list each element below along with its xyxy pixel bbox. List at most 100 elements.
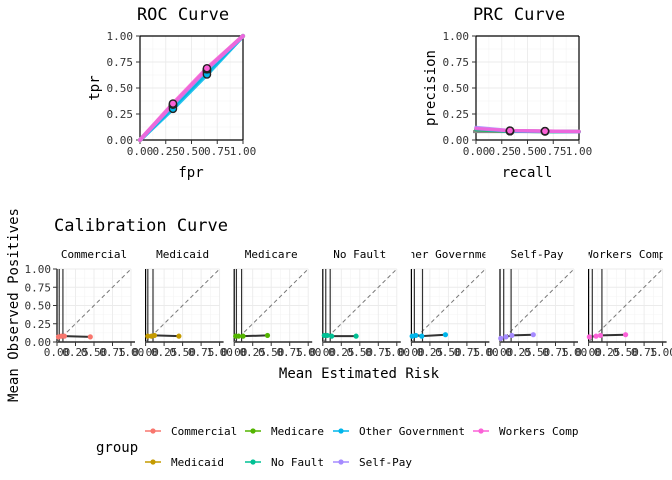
prc-point bbox=[540, 126, 550, 136]
calibration-point bbox=[151, 332, 158, 339]
y-tick-label: 1.00 bbox=[107, 30, 134, 43]
legend-item-medicare: Medicare bbox=[245, 425, 324, 438]
y-tick-label: 0.00 bbox=[25, 336, 52, 349]
calibration-point bbox=[623, 332, 629, 338]
roc-ylabel: tpr bbox=[87, 75, 103, 100]
strip-label: Medicare bbox=[245, 248, 298, 261]
y-tick-label: 1.00 bbox=[443, 30, 470, 43]
reference-diagonal bbox=[56, 268, 132, 343]
x-tick-label: 0.25 bbox=[505, 346, 532, 359]
x-tick-label: 1.00 bbox=[561, 346, 588, 359]
x-tick-label: 0.00 bbox=[132, 346, 159, 359]
legend-key-point bbox=[150, 428, 156, 434]
x-tick-label: 1.00 bbox=[295, 346, 322, 359]
x-tick-label: 0.00 bbox=[310, 346, 337, 359]
legend-label: Self-Pay bbox=[359, 456, 412, 469]
roc-title: ROC Curve bbox=[137, 5, 229, 25]
x-tick-label: 1.00 bbox=[384, 346, 411, 359]
calibration-facet-medicaid: Medicaid 0.000.250.500.751.00 bbox=[132, 248, 233, 359]
x-tick-label: 0.75 bbox=[276, 346, 303, 359]
x-tick-label: 0.00 bbox=[487, 346, 514, 359]
x-tick-label: 1.00 bbox=[566, 145, 593, 158]
x-tick-label: 0.00 bbox=[575, 346, 602, 359]
y-tick-label: 0.50 bbox=[25, 300, 52, 313]
x-tick-label: 0.50 bbox=[347, 346, 374, 359]
x-tick-label: 0.00 bbox=[221, 346, 248, 359]
calibration-point bbox=[61, 333, 67, 339]
x-tick-label: 0.50 bbox=[81, 346, 108, 359]
legend-key-point bbox=[338, 428, 344, 434]
roc-chart: ROC Curve fpr tpr 0.000.000.250.250.500.… bbox=[87, 5, 256, 181]
x-tick-label: 0.75 bbox=[204, 145, 231, 158]
x-tick-label: 0.25 bbox=[594, 346, 621, 359]
x-tick-label: 0.50 bbox=[524, 346, 551, 359]
calibration-point bbox=[503, 334, 509, 340]
x-tick-label: 0.25 bbox=[62, 346, 89, 359]
x-tick-label: 0.25 bbox=[489, 145, 516, 158]
legend-label: Medicare bbox=[271, 425, 324, 438]
y-tick-label: 0.00 bbox=[443, 134, 470, 147]
y-tick-label: 1.00 bbox=[25, 263, 52, 276]
legend-key-point bbox=[150, 459, 156, 465]
legend: group Commercial Medicaid Medicare No Fault… bbox=[96, 425, 578, 469]
calibration-point bbox=[442, 332, 449, 338]
legend-item-medicaid: Medicaid bbox=[145, 456, 224, 469]
prc-ylabel: precision bbox=[423, 50, 439, 126]
legend-label: Medicaid bbox=[171, 456, 224, 469]
x-tick-label: 1.00 bbox=[230, 145, 257, 158]
y-tick-label: 0.50 bbox=[107, 82, 134, 95]
calibration-point bbox=[240, 333, 246, 339]
calibration-point bbox=[509, 332, 515, 339]
x-tick-label: 0.75 bbox=[365, 346, 392, 359]
strip-label: No Fault bbox=[333, 248, 386, 261]
calibration-point bbox=[530, 332, 536, 338]
y-tick-label: 0.75 bbox=[443, 56, 470, 69]
x-tick-label: 0.75 bbox=[540, 145, 567, 158]
legend-label: Workers Comp bbox=[499, 425, 578, 438]
reference-diagonal bbox=[499, 268, 575, 343]
x-tick-label: 0.50 bbox=[178, 145, 205, 158]
y-tick-label: 0.50 bbox=[443, 82, 470, 95]
y-tick-label: 0.00 bbox=[107, 134, 134, 147]
x-tick-label: 0.75 bbox=[188, 346, 215, 359]
reference-diagonal bbox=[411, 268, 486, 343]
x-tick-label: 0.75 bbox=[99, 346, 126, 359]
x-tick-label: 0.00 bbox=[127, 145, 154, 158]
y-tick-label: 0.75 bbox=[107, 56, 134, 69]
calibration-facet-self-pay: Self-Pay 0.000.250.500.751.00 bbox=[487, 248, 588, 359]
legend-item-workers-comp: Workers Comp bbox=[473, 425, 578, 438]
x-tick-label: 0.00 bbox=[463, 145, 490, 158]
legend-item-self-pay: Self-Pay bbox=[333, 456, 412, 469]
strip-label: Self-Pay bbox=[511, 248, 564, 261]
x-tick-label: 0.75 bbox=[542, 346, 569, 359]
x-tick-label: 0.25 bbox=[239, 346, 266, 359]
x-tick-label: 0.00 bbox=[44, 346, 71, 359]
calibration-point bbox=[597, 332, 604, 339]
x-tick-label: 1.00 bbox=[118, 346, 145, 359]
x-tick-label: 0.50 bbox=[258, 346, 285, 359]
legend-key-point bbox=[338, 459, 344, 465]
roc-xlabel: fpr bbox=[178, 165, 203, 181]
legend-label: Commercial bbox=[171, 425, 237, 438]
calibration-title: Calibration Curve bbox=[54, 216, 228, 236]
reference-diagonal bbox=[322, 268, 398, 343]
calibration-xlabel: Mean Estimated Risk bbox=[279, 366, 440, 382]
calibration-point bbox=[419, 333, 425, 339]
prc-title: PRC Curve bbox=[473, 5, 565, 25]
x-tick-label: 0.25 bbox=[328, 346, 355, 359]
x-tick-label: 0.50 bbox=[435, 346, 462, 359]
x-tick-label: 0.75 bbox=[631, 346, 658, 359]
calibration-point bbox=[176, 333, 182, 339]
x-tick-label: 1.00 bbox=[472, 346, 499, 359]
x-tick-label: 1.00 bbox=[649, 346, 672, 359]
strip-label: Workers Comp bbox=[586, 248, 665, 261]
legend-key-point bbox=[250, 428, 256, 434]
prc-line-workers-comp bbox=[474, 126, 581, 134]
calibration-facet-other-government: Other Government 0.000.250.500.751.00 bbox=[395, 248, 501, 359]
roc-point bbox=[168, 99, 178, 108]
calibration-facet-no-fault: No Fault 0.000.250.500.751.00 bbox=[310, 248, 411, 359]
x-tick-label: 0.50 bbox=[514, 145, 541, 158]
strip-label: Other Government bbox=[395, 248, 501, 261]
calibration-point bbox=[413, 332, 419, 339]
